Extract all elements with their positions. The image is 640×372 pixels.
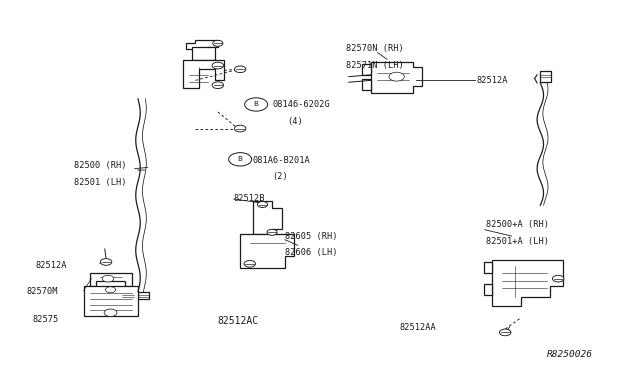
Circle shape [499,329,511,336]
Text: 82571N (LH): 82571N (LH) [346,61,403,70]
Polygon shape [186,39,218,49]
Circle shape [212,40,223,46]
Text: 82501+A (LH): 82501+A (LH) [486,237,549,246]
Text: 82501 (LH): 82501 (LH) [74,178,127,187]
Circle shape [100,259,112,265]
Text: 82570N (RH): 82570N (RH) [346,44,403,53]
Text: 82512B: 82512B [234,195,266,203]
Text: 82512A: 82512A [476,76,508,85]
Text: 08146-6202G: 08146-6202G [272,100,330,109]
Polygon shape [362,78,371,90]
Circle shape [389,72,404,81]
Text: (2): (2) [272,172,288,181]
Polygon shape [492,260,563,307]
Text: 82512A: 82512A [36,261,67,270]
Circle shape [244,260,255,267]
Circle shape [106,287,116,293]
Polygon shape [484,284,492,295]
Text: (4): (4) [287,117,303,126]
Polygon shape [540,71,551,82]
Polygon shape [362,64,371,75]
Text: 82575: 82575 [33,315,59,324]
Text: 82512AA: 82512AA [400,323,436,332]
Text: 82606 (LH): 82606 (LH) [285,248,337,257]
Text: 82500 (RH): 82500 (RH) [74,161,127,170]
Circle shape [212,62,223,69]
Circle shape [228,153,252,166]
Polygon shape [240,234,294,267]
Circle shape [234,125,246,132]
Circle shape [212,82,223,89]
Text: B: B [237,156,243,162]
Polygon shape [192,47,214,60]
Text: R8250026: R8250026 [547,350,593,359]
Circle shape [257,202,268,208]
Text: 82500+A (RH): 82500+A (RH) [486,221,549,230]
Polygon shape [182,60,224,88]
Text: 82512AC: 82512AC [218,316,259,326]
Circle shape [234,66,246,73]
Polygon shape [371,62,422,93]
Polygon shape [484,262,492,273]
Polygon shape [253,201,282,234]
Circle shape [267,230,277,235]
Polygon shape [138,292,149,299]
Circle shape [552,275,564,282]
Text: B: B [253,102,259,108]
Polygon shape [84,286,138,316]
Polygon shape [90,273,132,286]
Polygon shape [122,292,134,299]
Text: 82570M: 82570M [26,287,58,296]
Text: 82605 (RH): 82605 (RH) [285,231,337,241]
Text: 081A6-B201A: 081A6-B201A [253,155,310,164]
Circle shape [104,309,117,317]
Circle shape [102,275,114,282]
Circle shape [244,98,268,111]
